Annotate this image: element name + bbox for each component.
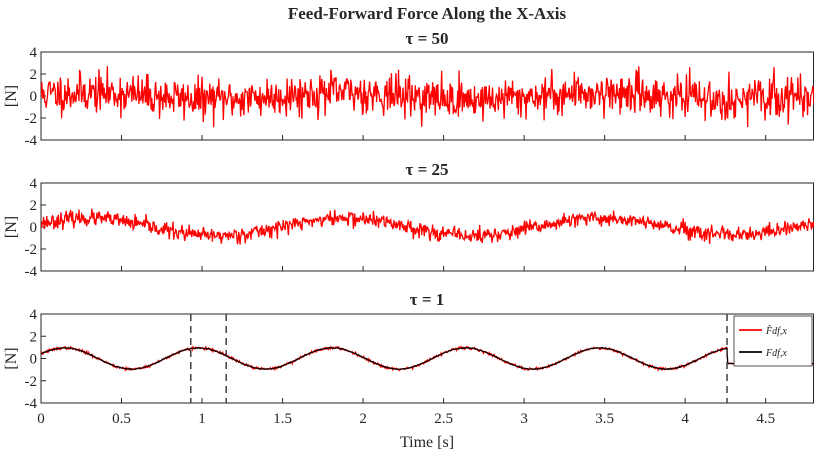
x-tick-label: 1.5 (273, 411, 292, 427)
series-line-0 (41, 66, 814, 128)
x-tick-label: 2 (359, 411, 367, 427)
series-line-1 (41, 346, 814, 371)
y-tick-label: 0 (30, 220, 38, 236)
y-tick-label: -2 (25, 374, 38, 390)
y-axis-label: [N] (3, 85, 20, 107)
panel-2-title: τ = 25 (405, 160, 448, 179)
y-tick-label: 2 (30, 198, 38, 214)
y-tick-label: 4 (30, 45, 38, 61)
x-tick-label: 3 (520, 411, 528, 427)
legend-box (733, 315, 813, 367)
panel-1-title: τ = 50 (405, 29, 448, 48)
y-axis-label: [N] (3, 347, 20, 369)
axes-box (40, 313, 814, 404)
y-tick-label: 2 (30, 67, 38, 83)
y-tick-label: 0 (30, 89, 38, 105)
x-tick-label: 1 (198, 411, 206, 427)
figure-title: Feed-Forward Force Along the X-Axis (288, 4, 567, 23)
y-tick-label: 2 (30, 329, 38, 345)
x-axis-label: Time [s] (400, 434, 454, 451)
y-tick-label: -4 (25, 264, 38, 280)
y-tick-label: -4 (25, 133, 38, 149)
x-tick-label: 0.5 (112, 411, 131, 427)
panel-tau-25: 4 2 0 -2 -4 [N] (3, 176, 814, 280)
panel-3-title: τ = 1 (410, 290, 445, 309)
y-tick-label: -4 (25, 396, 38, 412)
series-line-0 (41, 208, 814, 245)
x-tick-label: 4.5 (756, 411, 775, 427)
y-tick-label: -2 (25, 242, 38, 258)
x-tick-label: 2.5 (434, 411, 453, 427)
x-tick-label: 4 (681, 411, 689, 427)
y-tick-label: 4 (30, 176, 38, 192)
legend-label: F̂df,x (765, 324, 787, 337)
x-tick-label: 3.5 (595, 411, 614, 427)
panel-tau-1: 420-2-40 0.5 1 1.5 2 2.5 3 3.5 4 4.5[N]F̂df,xFdf,… (3, 307, 814, 427)
x-tick-label: 0 (37, 411, 45, 427)
y-axis-label: [N] (3, 216, 20, 238)
y-tick-label: 4 (30, 307, 38, 323)
y-tick-label: -2 (25, 111, 38, 127)
legend-label: Fdf,x (765, 348, 787, 359)
panel-tau-50: 4 2 0 -2 -4 [N] (3, 45, 814, 149)
y-tick-label: 0 (30, 352, 38, 368)
